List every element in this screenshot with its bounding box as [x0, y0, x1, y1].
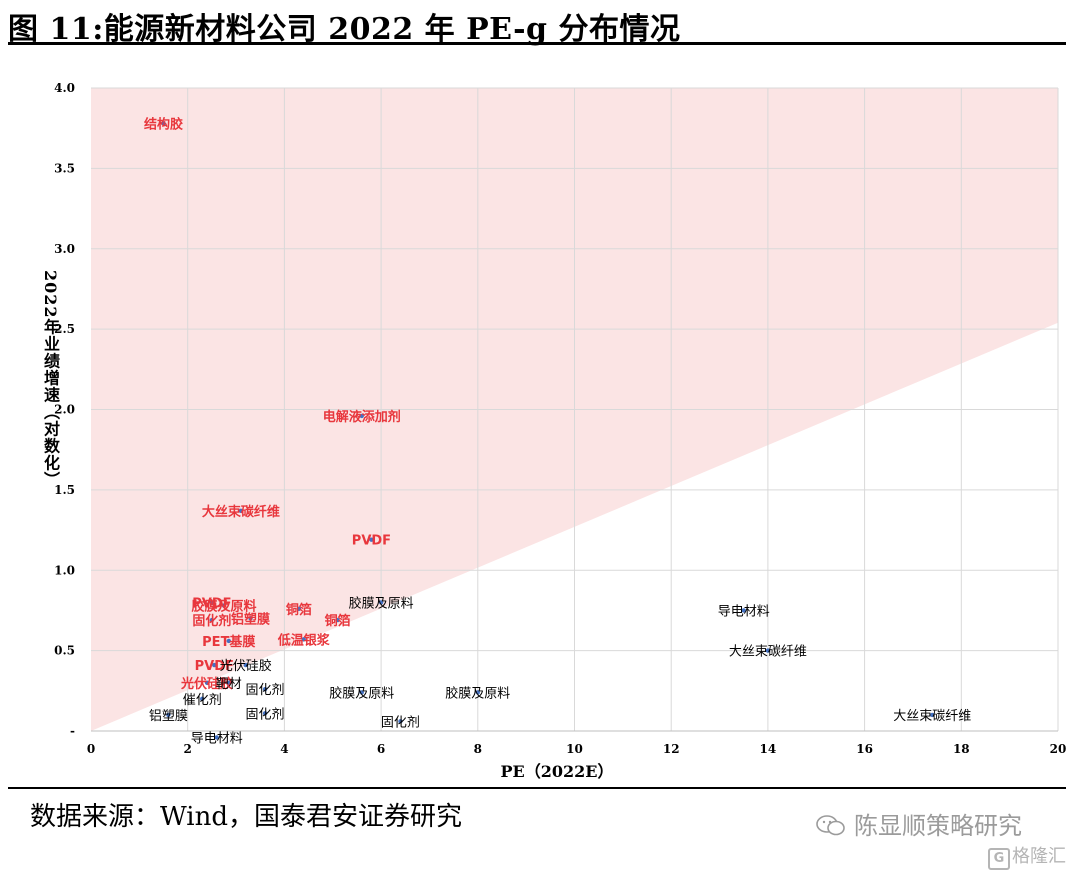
- data-point: [248, 616, 253, 621]
- y-tick-label: 1.0: [54, 563, 75, 577]
- point-label: 固化剂: [246, 707, 285, 722]
- point-label: 固化剂: [192, 613, 231, 629]
- point-label: 大丝束碳纤维: [729, 645, 807, 660]
- data-point: [166, 712, 171, 718]
- point-label: 胶膜及原料: [329, 685, 394, 701]
- point-label: 靶材: [216, 677, 242, 692]
- point-label: 大丝束碳纤维: [202, 504, 280, 520]
- data-point: [398, 719, 403, 724]
- y-tick-label: 3.5: [54, 161, 75, 175]
- source-rule: [8, 787, 1066, 789]
- source-note: 数据来源：Wind，国泰君安证券研究: [30, 802, 462, 832]
- x-tick-label: 16: [856, 742, 873, 756]
- data-point: [221, 603, 227, 608]
- y-tick-label: 2.0: [54, 403, 75, 417]
- brand-text: 格隆汇: [1012, 846, 1066, 867]
- point-label: 固化剂: [246, 683, 285, 698]
- y-tick-label: 2.5: [54, 322, 75, 336]
- data-point: [238, 508, 244, 513]
- point-label: 电解液添加剂: [323, 409, 401, 425]
- data-point: [226, 680, 231, 685]
- brand-mark: G 格隆汇: [988, 842, 1066, 870]
- data-point: [214, 735, 219, 740]
- y-tick-label: 3.0: [54, 242, 75, 256]
- figure-title: 图 11:能源新材料公司 2022 年 PE-g 分布情况: [8, 12, 681, 47]
- axis-layer: - 0.5 1.0 1.5 2.0 2.5 3.0 3.5 4.0 0 2 4 6 8 10 12 14 16 18…: [54, 81, 1066, 756]
- mark-layer: [161, 121, 935, 740]
- title-rule: [8, 42, 1066, 45]
- data-point: [475, 690, 480, 695]
- y-tick-label: 4.0: [54, 81, 75, 95]
- data-point: [161, 121, 166, 126]
- x-tick-label: 20: [1050, 742, 1067, 756]
- data-point: [200, 696, 205, 702]
- point-label: 铜箔: [324, 613, 351, 629]
- data-point: [212, 662, 217, 668]
- point-label: 光伏硅胶: [180, 676, 233, 692]
- data-point: [262, 687, 268, 692]
- point-label: PET基膜: [202, 634, 255, 650]
- scatter-chart: - 0.5 1.0 1.5 2.0 2.5 3.0 3.5 4.0 0 2 4 6 8 10 12 14 16 18…: [54, 81, 1066, 781]
- point-label: 导电材料: [718, 604, 770, 619]
- point-label: 固化剂: [381, 715, 420, 730]
- point-label: 铝塑膜: [149, 709, 188, 724]
- y-axis-label: 2022年业绩增速（对数化）: [41, 270, 60, 489]
- data-point: [243, 662, 248, 668]
- point-label: 低温银浆: [277, 632, 331, 648]
- point-label: 催化剂: [183, 693, 222, 708]
- point-label: PVDF: [352, 534, 391, 549]
- point-label: 胶膜及原料: [349, 595, 414, 611]
- data-point: [262, 711, 268, 716]
- x-tick-label: 6: [377, 742, 385, 756]
- point-label: 胶膜及原料: [191, 599, 256, 615]
- x-tick-label: 14: [760, 742, 777, 756]
- point-label: 光伏硅胶: [220, 658, 272, 674]
- x-tick-label: 0: [87, 742, 95, 756]
- x-axis-label: PE（2022E）: [501, 762, 614, 781]
- point-label: 胶膜及原料: [445, 685, 510, 701]
- x-tick-label: 8: [474, 742, 482, 756]
- point-label: 铜箔: [285, 602, 312, 618]
- point-label: PVDF: [195, 659, 234, 674]
- point-label: PVDF: [192, 596, 231, 611]
- data-point: [359, 690, 364, 695]
- data-point: [359, 413, 364, 419]
- data-point: [335, 617, 340, 623]
- data-point: [378, 600, 384, 605]
- wechat-icon: [816, 815, 845, 836]
- data-point: [226, 638, 231, 644]
- x-tick-label: 12: [663, 742, 680, 756]
- grid-layer: [91, 87, 1059, 731]
- data-point: [296, 606, 302, 612]
- x-tick-label: 4: [280, 742, 288, 756]
- x-tick-label: 10: [566, 742, 583, 756]
- data-point: [765, 648, 771, 653]
- data-point: [741, 608, 746, 613]
- point-label: 大丝束碳纤维: [893, 709, 971, 724]
- data-point: [204, 680, 210, 685]
- x-tick-label: 2: [184, 742, 192, 756]
- watermark-text: 陈显顺策略研究: [854, 812, 1022, 840]
- data-point: [301, 637, 306, 642]
- x-tick-label: 18: [953, 742, 970, 756]
- y-tick-label: 0.5: [54, 644, 75, 658]
- data-point: [369, 537, 374, 542]
- point-label: 导电材料: [191, 731, 243, 746]
- point-label: 结构胶: [144, 116, 183, 132]
- point-label: 铝塑膜: [231, 611, 270, 627]
- y-tick-label: 1.5: [54, 483, 75, 497]
- y-tick-label: -: [70, 724, 75, 738]
- data-point: [209, 600, 215, 605]
- watermark: 陈显顺策略研究: [816, 806, 1022, 841]
- data-point: [930, 712, 935, 718]
- brand-logo-icon: G: [988, 848, 1010, 870]
- data-point: [209, 617, 215, 623]
